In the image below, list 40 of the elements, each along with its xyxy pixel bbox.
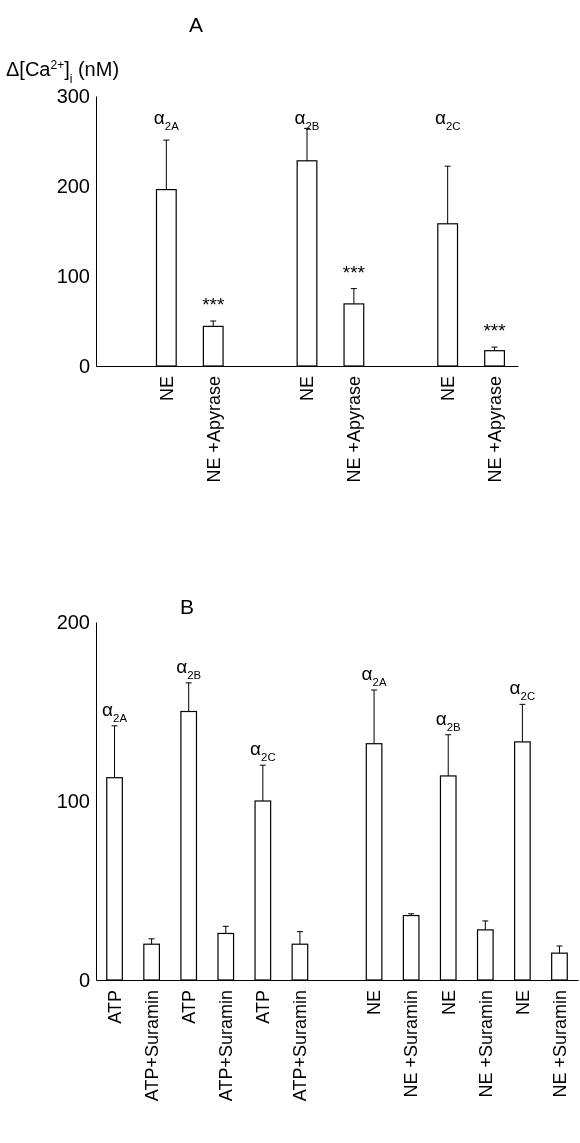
annotation: α$_{2A}$	[153, 107, 180, 132]
x-tick-label: NE	[156, 376, 177, 402]
chart-title: A	[188, 13, 204, 36]
y-tick-label: 200	[56, 174, 90, 197]
x-tick-label: ATP+Suramin	[141, 990, 162, 1102]
y-tick-label: 300	[56, 84, 90, 107]
x-tick-label: NE	[364, 990, 385, 1016]
annotation: α$_{2C}$	[434, 107, 461, 132]
x-tick-label: NE +Apyrase	[344, 376, 365, 483]
annotation: α$_{2C}$	[250, 738, 276, 764]
x-tick-label: NE	[297, 376, 318, 402]
annotation: ***	[202, 294, 225, 315]
x-tick-label: NE	[438, 990, 459, 1016]
chart-title: B	[179, 595, 195, 618]
x-tick-label: NE +Apyrase	[203, 376, 224, 483]
annotation: α$_{2B}$	[435, 707, 461, 733]
y-tick-label: 200	[56, 610, 90, 633]
y-tick-label: 0	[78, 354, 90, 377]
y-tick-label: 0	[78, 968, 90, 991]
x-tick-label: ATP	[104, 990, 125, 1024]
x-tick-label: NE +Suramin	[549, 990, 570, 1098]
annotation: α$_{2A}$	[361, 663, 387, 689]
x-tick-label: NE +Suramin	[401, 990, 422, 1098]
y-tick-label: 100	[56, 789, 90, 812]
x-tick-label: ATP	[253, 990, 274, 1024]
x-tick-label: NE +Apyrase	[484, 376, 505, 483]
x-tick-label: NE	[512, 990, 533, 1016]
x-tick-label: NE	[437, 376, 458, 402]
annotation: ***	[342, 261, 366, 283]
annotation: α$_{2A}$	[102, 698, 128, 724]
x-tick-label: ATP+Suramin	[290, 990, 311, 1102]
y-axis-title: Δ[Ca$^{2+}$]$_{i}$ (nM)	[6, 58, 120, 86]
x-tick-label: ATP	[178, 990, 199, 1024]
annotation: ***	[483, 320, 507, 342]
x-tick-label: ATP+Suramin	[216, 990, 237, 1102]
annotation: α$_{2B}$	[294, 107, 320, 132]
annotation: α$_{2C}$	[509, 677, 536, 703]
x-tick-label: NE +Suramin	[475, 990, 496, 1098]
y-tick-label: 100	[56, 264, 90, 287]
annotation: α$_{2B}$	[176, 655, 202, 681]
